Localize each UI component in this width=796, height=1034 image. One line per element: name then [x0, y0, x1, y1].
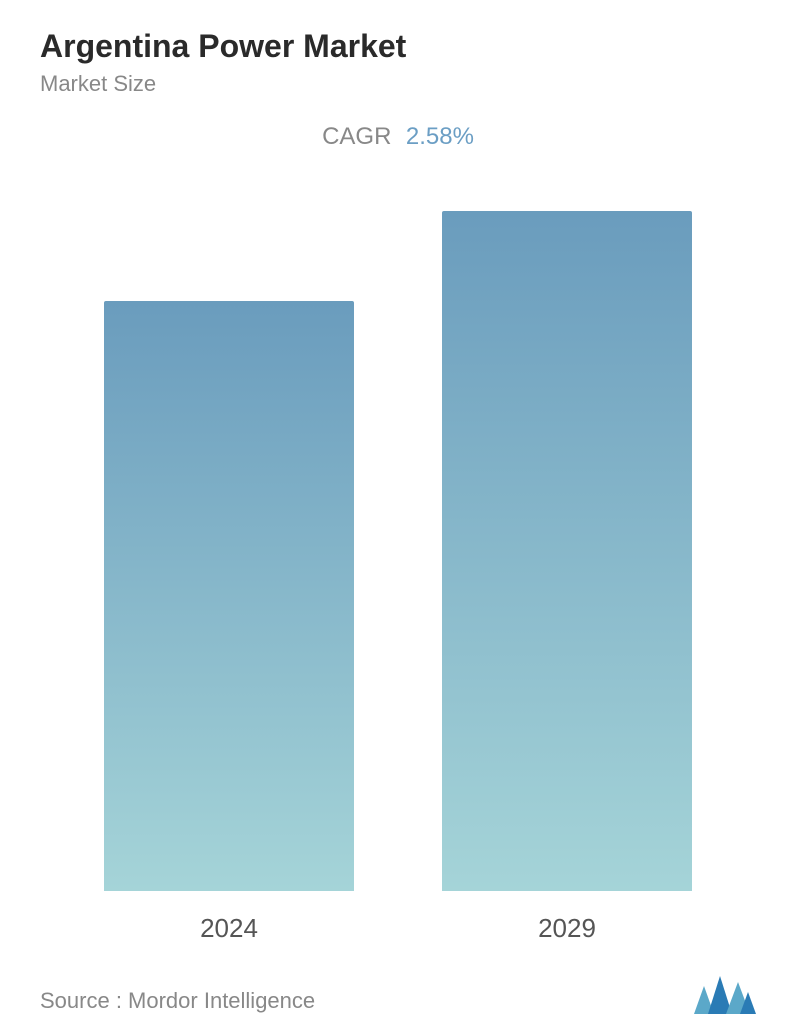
cagr-row: CAGR 2.58% [40, 123, 756, 151]
bar-group-1: 2029 [415, 211, 719, 944]
footer: Source : Mordor Intelligence [40, 964, 756, 1014]
cagr-label: CAGR [322, 123, 391, 150]
chart-area: 2024 2029 [40, 161, 756, 944]
brand-logo [694, 974, 756, 1014]
bar-0 [104, 301, 353, 891]
bar-label-0: 2024 [200, 913, 258, 944]
page-title: Argentina Power Market [40, 28, 756, 65]
page-subtitle: Market Size [40, 71, 756, 97]
bar-1 [442, 211, 691, 891]
source-text: Source : Mordor Intelligence [40, 988, 315, 1014]
bar-label-1: 2029 [538, 913, 596, 944]
cagr-value: 2.58% [406, 123, 474, 150]
mordor-logo-icon [694, 974, 756, 1014]
bar-group-0: 2024 [77, 301, 381, 944]
header: Argentina Power Market Market Size [40, 28, 756, 97]
chart-container: Argentina Power Market Market Size CAGR … [0, 0, 796, 1034]
